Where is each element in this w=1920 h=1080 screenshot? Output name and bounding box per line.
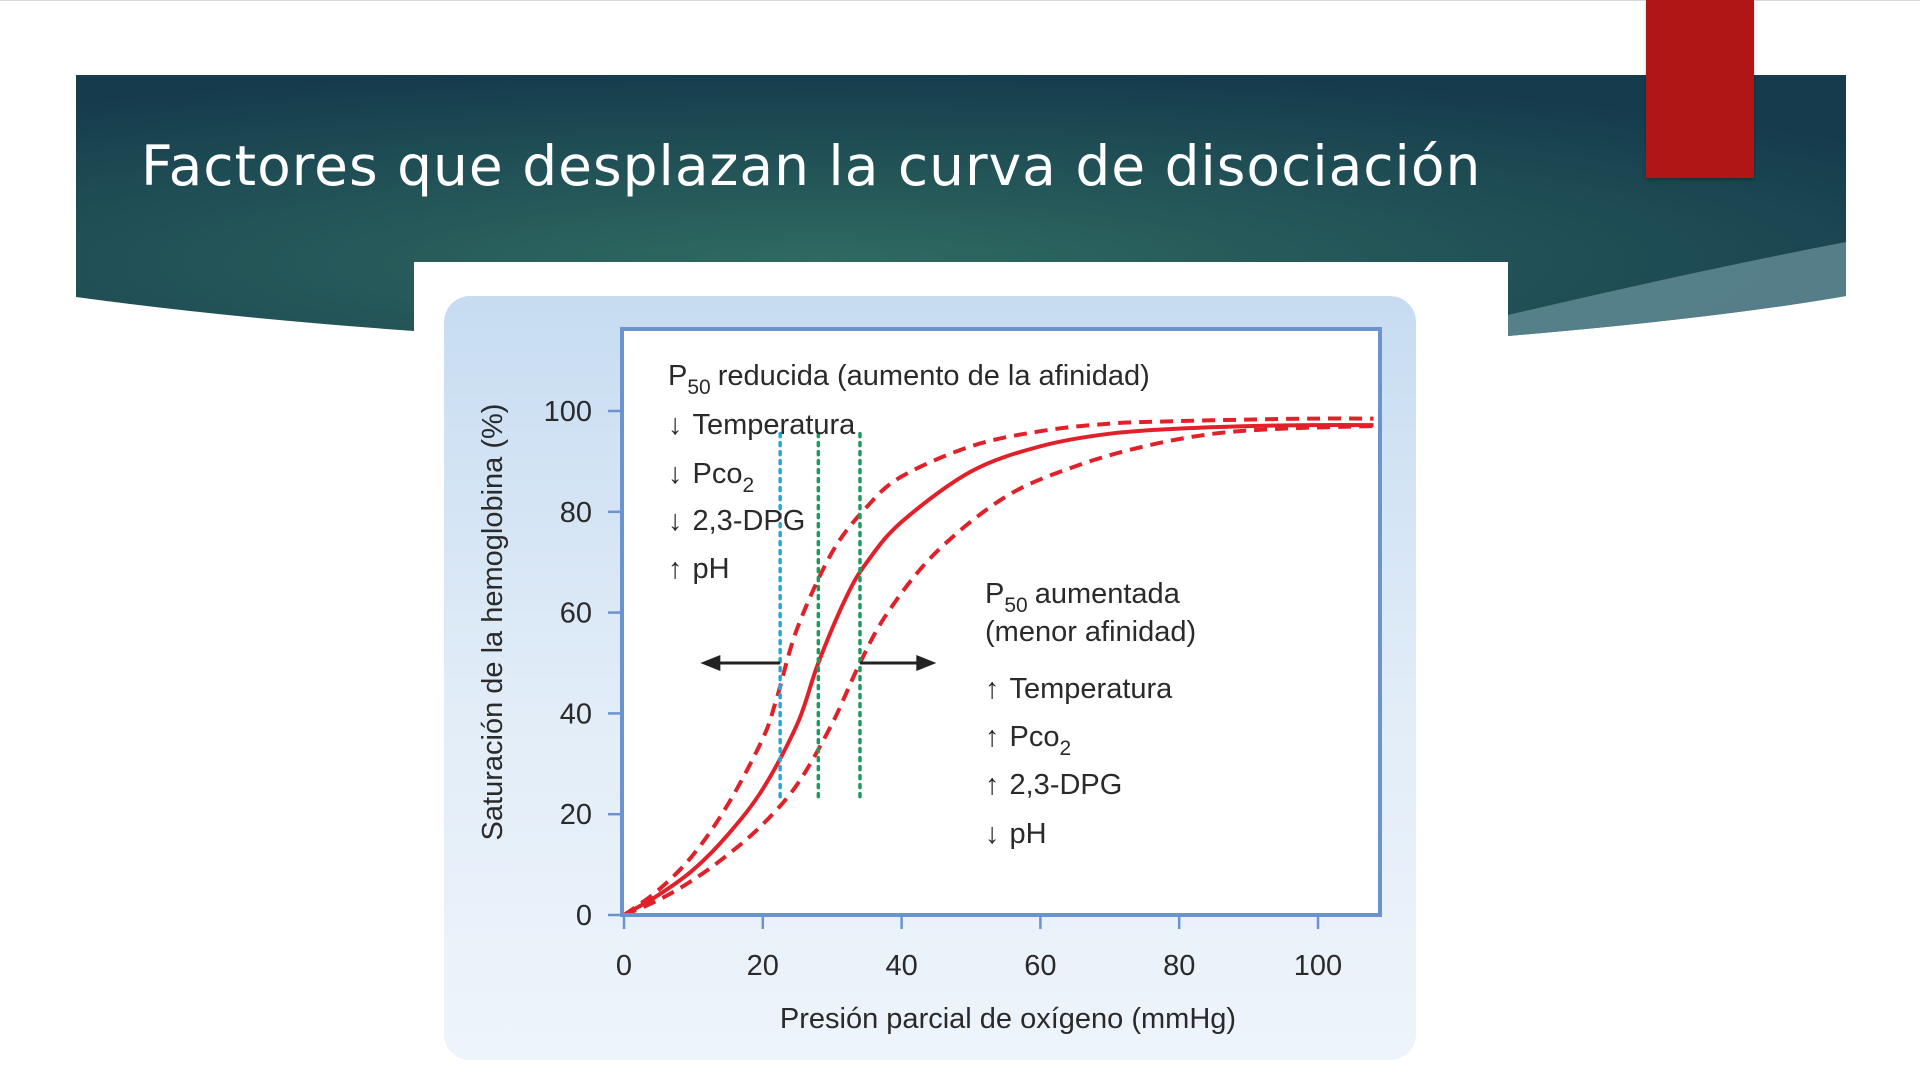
x-tick-label: 60	[1024, 950, 1056, 982]
annotation-left-title-rest: reducida (aumento de la afinidad)	[718, 360, 1150, 392]
annotation-left-item-arrow: ↓	[668, 505, 683, 537]
curve-series-0	[624, 416, 1374, 915]
svg-text:↑Pco2: ↑ Pco2	[985, 721, 1071, 760]
annotation-right-item-arrow: ↓	[985, 818, 1000, 850]
annotation-right-item-text: Temperatura	[1010, 673, 1174, 705]
annotation-right-item-text: Pco	[1010, 721, 1060, 753]
annotation-right-item-text: 2,3-DPG	[1010, 769, 1123, 801]
annotation-right-title-p: P	[985, 578, 1004, 610]
svg-text:↓Temperatura: ↓ Temperatura	[668, 409, 856, 441]
annotation-left-item-sub: 2	[742, 474, 754, 497]
shift-arrow-right	[859, 655, 937, 671]
slide-title: Factores que desplazan la curva de disoc…	[141, 134, 1482, 198]
y-axis-label: Saturación de la hemoglobina (%)	[477, 404, 509, 841]
annotation-left-item-text: 2,3-DPG	[693, 505, 806, 537]
x-tick-label: 40	[885, 950, 917, 982]
annotation-left-item-text: pH	[693, 553, 730, 585]
red-accent-block	[1646, 0, 1754, 178]
annotation-right-item-arrow: ↑	[985, 721, 1000, 753]
svg-text:↓Pco2: ↓ Pco2	[668, 458, 754, 497]
y-tick-label: 0	[576, 900, 592, 932]
shift-arrow-left	[700, 655, 781, 671]
top-border-line	[0, 0, 1920, 1]
annotation-right-title-sub: 50	[1004, 594, 1027, 617]
annotation-right-item-arrow: ↑	[985, 769, 1000, 801]
svg-text:↑pH: ↑ pH	[668, 553, 730, 585]
x-tick-label: 0	[616, 950, 632, 982]
y-tick-label: 100	[544, 396, 592, 428]
y-tick-label: 80	[560, 497, 592, 529]
x-tick-label: 100	[1294, 950, 1342, 982]
annotation-left-item-arrow: ↑	[668, 553, 683, 585]
annotation-right-title-line2: (menor afinidad)	[985, 616, 1196, 648]
annotation-right: P50 aumentada (menor afinidad) ↑ Temperatu…	[985, 578, 1196, 850]
x-axis-label: Presión parcial de oxígeno (mmHg)	[780, 1003, 1236, 1035]
annotation-right-item-text: pH	[1010, 818, 1047, 850]
curve-series-1	[624, 423, 1374, 915]
svg-text:↓pH: ↓ pH	[985, 818, 1047, 850]
annotation-left-title-p: P	[668, 360, 687, 392]
annotation-right-title-rest: aumentada	[1035, 578, 1181, 610]
annotation-left-item-text: Pco	[693, 458, 743, 490]
annotation-right-item-sub: 2	[1059, 737, 1071, 760]
x-tick-label: 20	[747, 950, 779, 982]
y-tick-label: 60	[560, 598, 592, 630]
svg-text:↑2,3-DPG: ↑ 2,3-DPG	[985, 769, 1122, 801]
annotation-left-item-arrow: ↓	[668, 458, 683, 490]
plot-frame	[620, 327, 1382, 917]
annotation-left: P50 reducida (aumento de la afinidad) ↓ Te…	[668, 360, 1150, 585]
svg-text:↑Temperatura: ↑ Temperatura	[985, 673, 1173, 705]
annotation-right-item-arrow: ↑	[985, 673, 1000, 705]
svg-text:↓2,3-DPG: ↓ 2,3-DPG	[668, 505, 805, 537]
annotation-left-item-arrow: ↓	[668, 409, 683, 441]
annotation-left-title-sub: 50	[687, 376, 710, 399]
x-tick-label: 80	[1163, 950, 1195, 982]
y-tick-label: 40	[560, 698, 592, 730]
curve-series-2	[624, 424, 1374, 915]
y-tick-label: 20	[560, 799, 592, 831]
annotation-left-item-text: Temperatura	[693, 409, 857, 441]
